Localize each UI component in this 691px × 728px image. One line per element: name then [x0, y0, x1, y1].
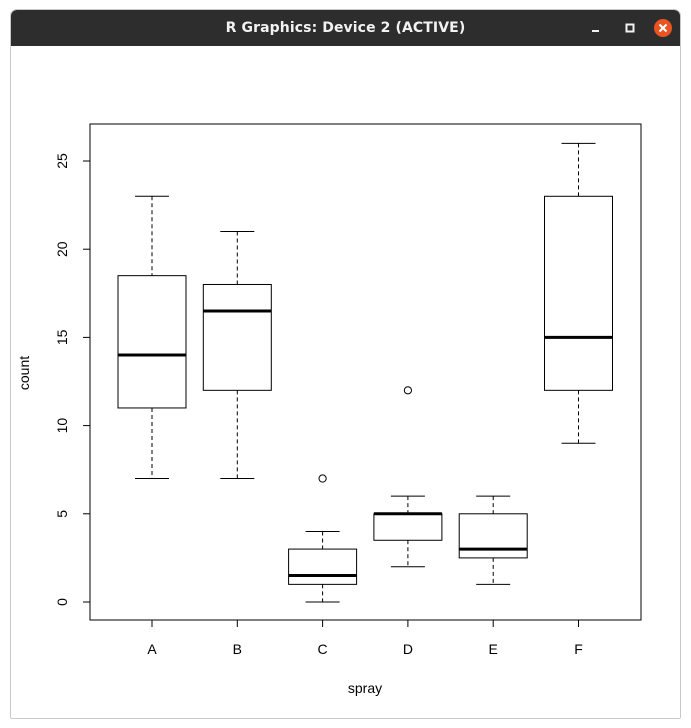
y-tick-label: 10 [54, 418, 70, 434]
box-d [373, 513, 443, 541]
close-icon [654, 19, 672, 37]
y-tick-label: 20 [54, 241, 70, 257]
maximize-icon [625, 23, 635, 33]
plot-canvas: 0 5 10 15 20 25 A B C D E F spray count [11, 46, 680, 718]
minimize-button[interactable] [586, 18, 606, 38]
plot-frame [89, 123, 642, 621]
y-tick-label: 15 [54, 329, 70, 345]
x-tick-label: E [489, 641, 498, 657]
box-b [202, 283, 272, 391]
box-e [458, 513, 528, 559]
y-tick-label: 25 [54, 153, 70, 169]
r-graphics-window: R Graphics: Device 2 (ACTIVE) 0 5 10 15 20 25… [10, 9, 681, 719]
x-tick-label: B [233, 641, 242, 657]
outlier-d [403, 386, 412, 395]
y-tick-label: 0 [54, 598, 70, 606]
outlier-c [318, 474, 327, 483]
boxplot-chart: 0 5 10 15 20 25 A B C D E F spray count [16, 123, 642, 696]
box-a [117, 275, 187, 409]
x-axis-label: spray [348, 680, 382, 696]
close-button[interactable] [653, 18, 673, 38]
minimize-icon [592, 30, 599, 32]
x-tick-label: F [574, 641, 583, 657]
x-tick-label: C [318, 641, 328, 657]
window-title: R Graphics: Device 2 (ACTIVE) [225, 20, 466, 36]
title-bar[interactable]: R Graphics: Device 2 (ACTIVE) [11, 10, 680, 46]
maximize-button[interactable] [620, 18, 640, 38]
y-tick-label: 5 [54, 510, 70, 518]
x-tick-label: D [403, 641, 413, 657]
x-tick-label: A [147, 641, 157, 657]
box-c [288, 548, 358, 585]
box-f [544, 195, 613, 391]
y-axis-label: count [16, 356, 32, 390]
